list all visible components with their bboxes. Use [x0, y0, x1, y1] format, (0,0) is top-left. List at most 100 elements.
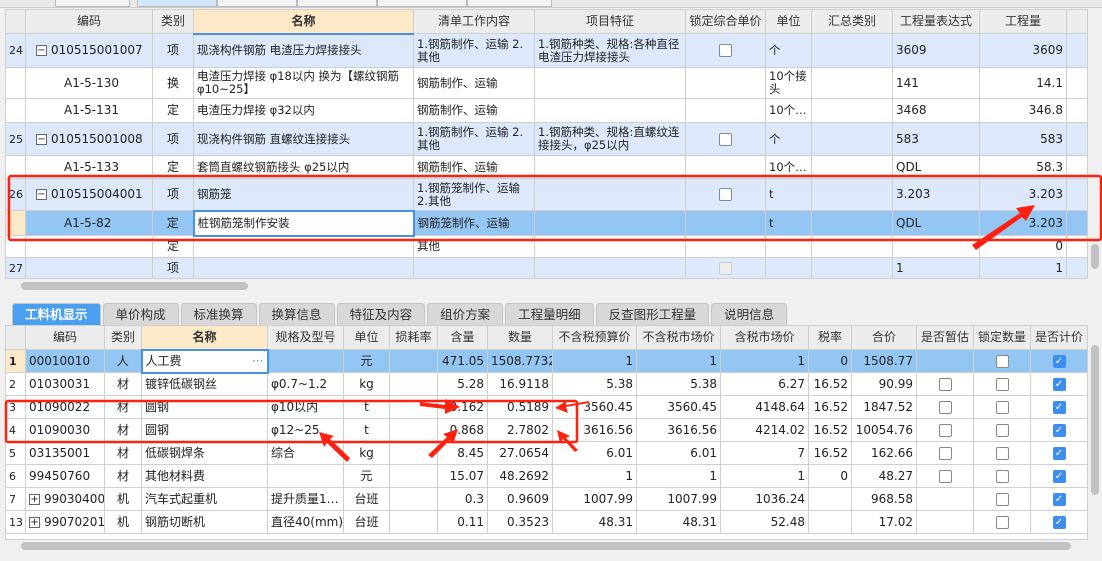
- feature-cell[interactable]: [534, 98, 686, 123]
- column-header[interactable]: 锁定综合单价: [685, 9, 766, 34]
- provisional-cell[interactable]: [916, 349, 974, 373]
- feature-cell[interactable]: [534, 178, 686, 211]
- code-cell[interactable]: A1-5-130: [25, 67, 153, 99]
- table-row[interactable]: 3 01090022 材圆钢 φ10以内 t 0.162 0.5189 3560.45 3560…: [5, 395, 1088, 419]
- tax-market-price-cell[interactable]: 6.27: [720, 372, 809, 396]
- code-cell[interactable]: A1-5-131: [25, 98, 153, 123]
- column-header[interactable]: 编码: [25, 325, 105, 350]
- content-cell[interactable]: 0.11: [437, 510, 488, 534]
- unit-cell[interactable]: kg: [343, 372, 390, 396]
- checkbox[interactable]: [938, 446, 952, 460]
- code-cell[interactable]: A1-5-133: [25, 155, 153, 179]
- checkbox[interactable]: [938, 423, 952, 437]
- quantity-cell[interactable]: 2.7802: [487, 418, 553, 442]
- total-price-cell[interactable]: 90.99: [851, 372, 917, 396]
- unit-cell[interactable]: 个: [765, 33, 812, 68]
- tax-rate-cell[interactable]: 0: [808, 464, 852, 488]
- table-row[interactable]: A1-5-82 定桩钢筋笼制作安装 钢筋笼制作、运输 t QDL 3.203: [5, 209, 1088, 237]
- checkbox[interactable]: [995, 354, 1009, 368]
- lock-price-cell[interactable]: [685, 210, 766, 236]
- market-price-cell[interactable]: 5.38: [636, 372, 721, 396]
- budget-price-cell[interactable]: 6.01: [552, 441, 637, 465]
- table-row[interactable]: 6 99450760 材其他材料费元 15.07 48.2692 1 1 1 0 48.27 ✓: [5, 464, 1088, 488]
- feature-cell[interactable]: [534, 235, 686, 258]
- name-cell[interactable]: 低碳钢焊条: [141, 441, 268, 465]
- budget-price-cell[interactable]: 3560.45: [552, 395, 637, 419]
- priced-cell[interactable]: ✓: [1030, 510, 1088, 534]
- content-cell[interactable]: 8.45: [437, 441, 488, 465]
- priced-cell[interactable]: ✓: [1030, 464, 1088, 488]
- tab-2[interactable]: 标准换算: [180, 303, 257, 325]
- tab-5[interactable]: 组价方案: [427, 303, 504, 325]
- expand-icon[interactable]: +: [29, 493, 40, 505]
- spec-cell[interactable]: φ12~25: [267, 418, 344, 442]
- spec-cell[interactable]: 综合: [267, 441, 344, 465]
- unit-cell[interactable]: [765, 235, 812, 258]
- feature-cell[interactable]: 1.钢筋种类、规格:各种直径电渣压力焊接接头: [534, 33, 686, 68]
- quantity-expression-cell[interactable]: 3468: [892, 98, 980, 123]
- column-header[interactable]: 不含税预算价: [552, 325, 637, 350]
- total-price-cell[interactable]: 968.58: [851, 487, 917, 511]
- name-cell[interactable]: 电渣压力焊接 φ32以内: [193, 98, 414, 123]
- lock-price-cell[interactable]: [685, 67, 766, 99]
- code-cell[interactable]: −010515001007: [25, 33, 153, 68]
- code-cell[interactable]: −010515001008: [25, 122, 153, 156]
- total-price-cell[interactable]: 1847.52: [851, 395, 917, 419]
- spec-cell[interactable]: φ10以内: [267, 395, 344, 419]
- code-cell[interactable]: [25, 235, 153, 258]
- code-cell[interactable]: 01090030: [25, 418, 105, 442]
- checkbox-checked[interactable]: ✓: [1052, 515, 1066, 529]
- name-cell[interactable]: 人工费 ···: [140, 348, 269, 374]
- lock-price-cell[interactable]: [685, 122, 766, 156]
- column-header[interactable]: 不含税市场价: [636, 325, 721, 350]
- lock-price-cell[interactable]: [685, 98, 766, 123]
- checkbox-checked[interactable]: ✓: [1052, 446, 1066, 460]
- total-price-cell[interactable]: 1508.77: [851, 349, 917, 373]
- unit-cell[interactable]: 个: [765, 122, 812, 156]
- column-header[interactable]: 名称: [141, 325, 268, 351]
- column-header[interactable]: 是否计价: [1030, 325, 1088, 350]
- quantity-cell[interactable]: 0: [979, 235, 1067, 258]
- unit-cell[interactable]: [765, 257, 812, 279]
- lock-quantity-cell[interactable]: [973, 418, 1031, 442]
- unit-cell[interactable]: 台班: [343, 487, 390, 511]
- table-row[interactable]: 25−010515001008 项现浇构件钢筋 直螺纹连接接头 1.钢筋制作、运输 …: [5, 122, 1088, 156]
- checkbox[interactable]: [995, 446, 1009, 460]
- lock-quantity-cell[interactable]: [973, 487, 1031, 511]
- checkbox-checked[interactable]: ✓: [1052, 354, 1066, 368]
- tax-market-price-cell[interactable]: 1: [720, 464, 809, 488]
- lower-vertical-scrollbar[interactable]: [1089, 330, 1101, 540]
- checkbox[interactable]: [719, 188, 732, 201]
- quantity-cell[interactable]: 3.203: [979, 178, 1067, 211]
- summary-type-cell[interactable]: [811, 67, 893, 99]
- checkbox[interactable]: [995, 400, 1009, 414]
- provisional-cell[interactable]: [916, 510, 974, 534]
- tax-rate-cell[interactable]: 16.52: [808, 395, 852, 419]
- table-row[interactable]: 5 03135001 材低碳钢焊条 综合 kg 8.45 27.0654 6.01 6.01 7 1…: [5, 441, 1088, 465]
- market-price-cell[interactable]: 3560.45: [636, 395, 721, 419]
- lock-price-cell[interactable]: [685, 155, 766, 179]
- quantity-cell[interactable]: 14.1: [979, 67, 1067, 99]
- quantity-cell[interactable]: 346.8: [979, 98, 1067, 123]
- tab-3[interactable]: 换算信息: [258, 303, 335, 325]
- unit-cell[interactable]: t: [765, 210, 812, 236]
- table-row[interactable]: A1-5-130 换电渣压力焊接 φ18以内 换为【螺纹钢筋φ10~25】 钢筋制作…: [5, 67, 1088, 99]
- checkbox[interactable]: [938, 469, 952, 483]
- name-cell[interactable]: 现浇构件钢筋 直螺纹连接接头: [193, 122, 414, 156]
- column-header[interactable]: 单位: [765, 9, 812, 34]
- checkbox-checked[interactable]: ✓: [1052, 423, 1066, 437]
- feature-cell[interactable]: 1.钢筋种类、规格:直螺纹连接接头，φ25以内: [534, 122, 686, 156]
- market-price-cell[interactable]: 48.31: [636, 510, 721, 534]
- market-price-cell[interactable]: 3616.56: [636, 418, 721, 442]
- code-cell[interactable]: 00010010: [25, 349, 105, 373]
- provisional-cell[interactable]: [916, 441, 974, 465]
- loss-rate-cell[interactable]: [389, 464, 438, 488]
- checkbox[interactable]: [995, 469, 1009, 483]
- name-cell[interactable]: 圆钢: [141, 395, 268, 419]
- checkbox[interactable]: [995, 377, 1009, 391]
- market-price-cell[interactable]: 6.01: [636, 441, 721, 465]
- tax-rate-cell[interactable]: [808, 487, 852, 511]
- lock-price-cell[interactable]: [685, 235, 766, 258]
- loss-rate-cell[interactable]: [389, 372, 438, 396]
- collapse-icon[interactable]: −: [36, 133, 47, 145]
